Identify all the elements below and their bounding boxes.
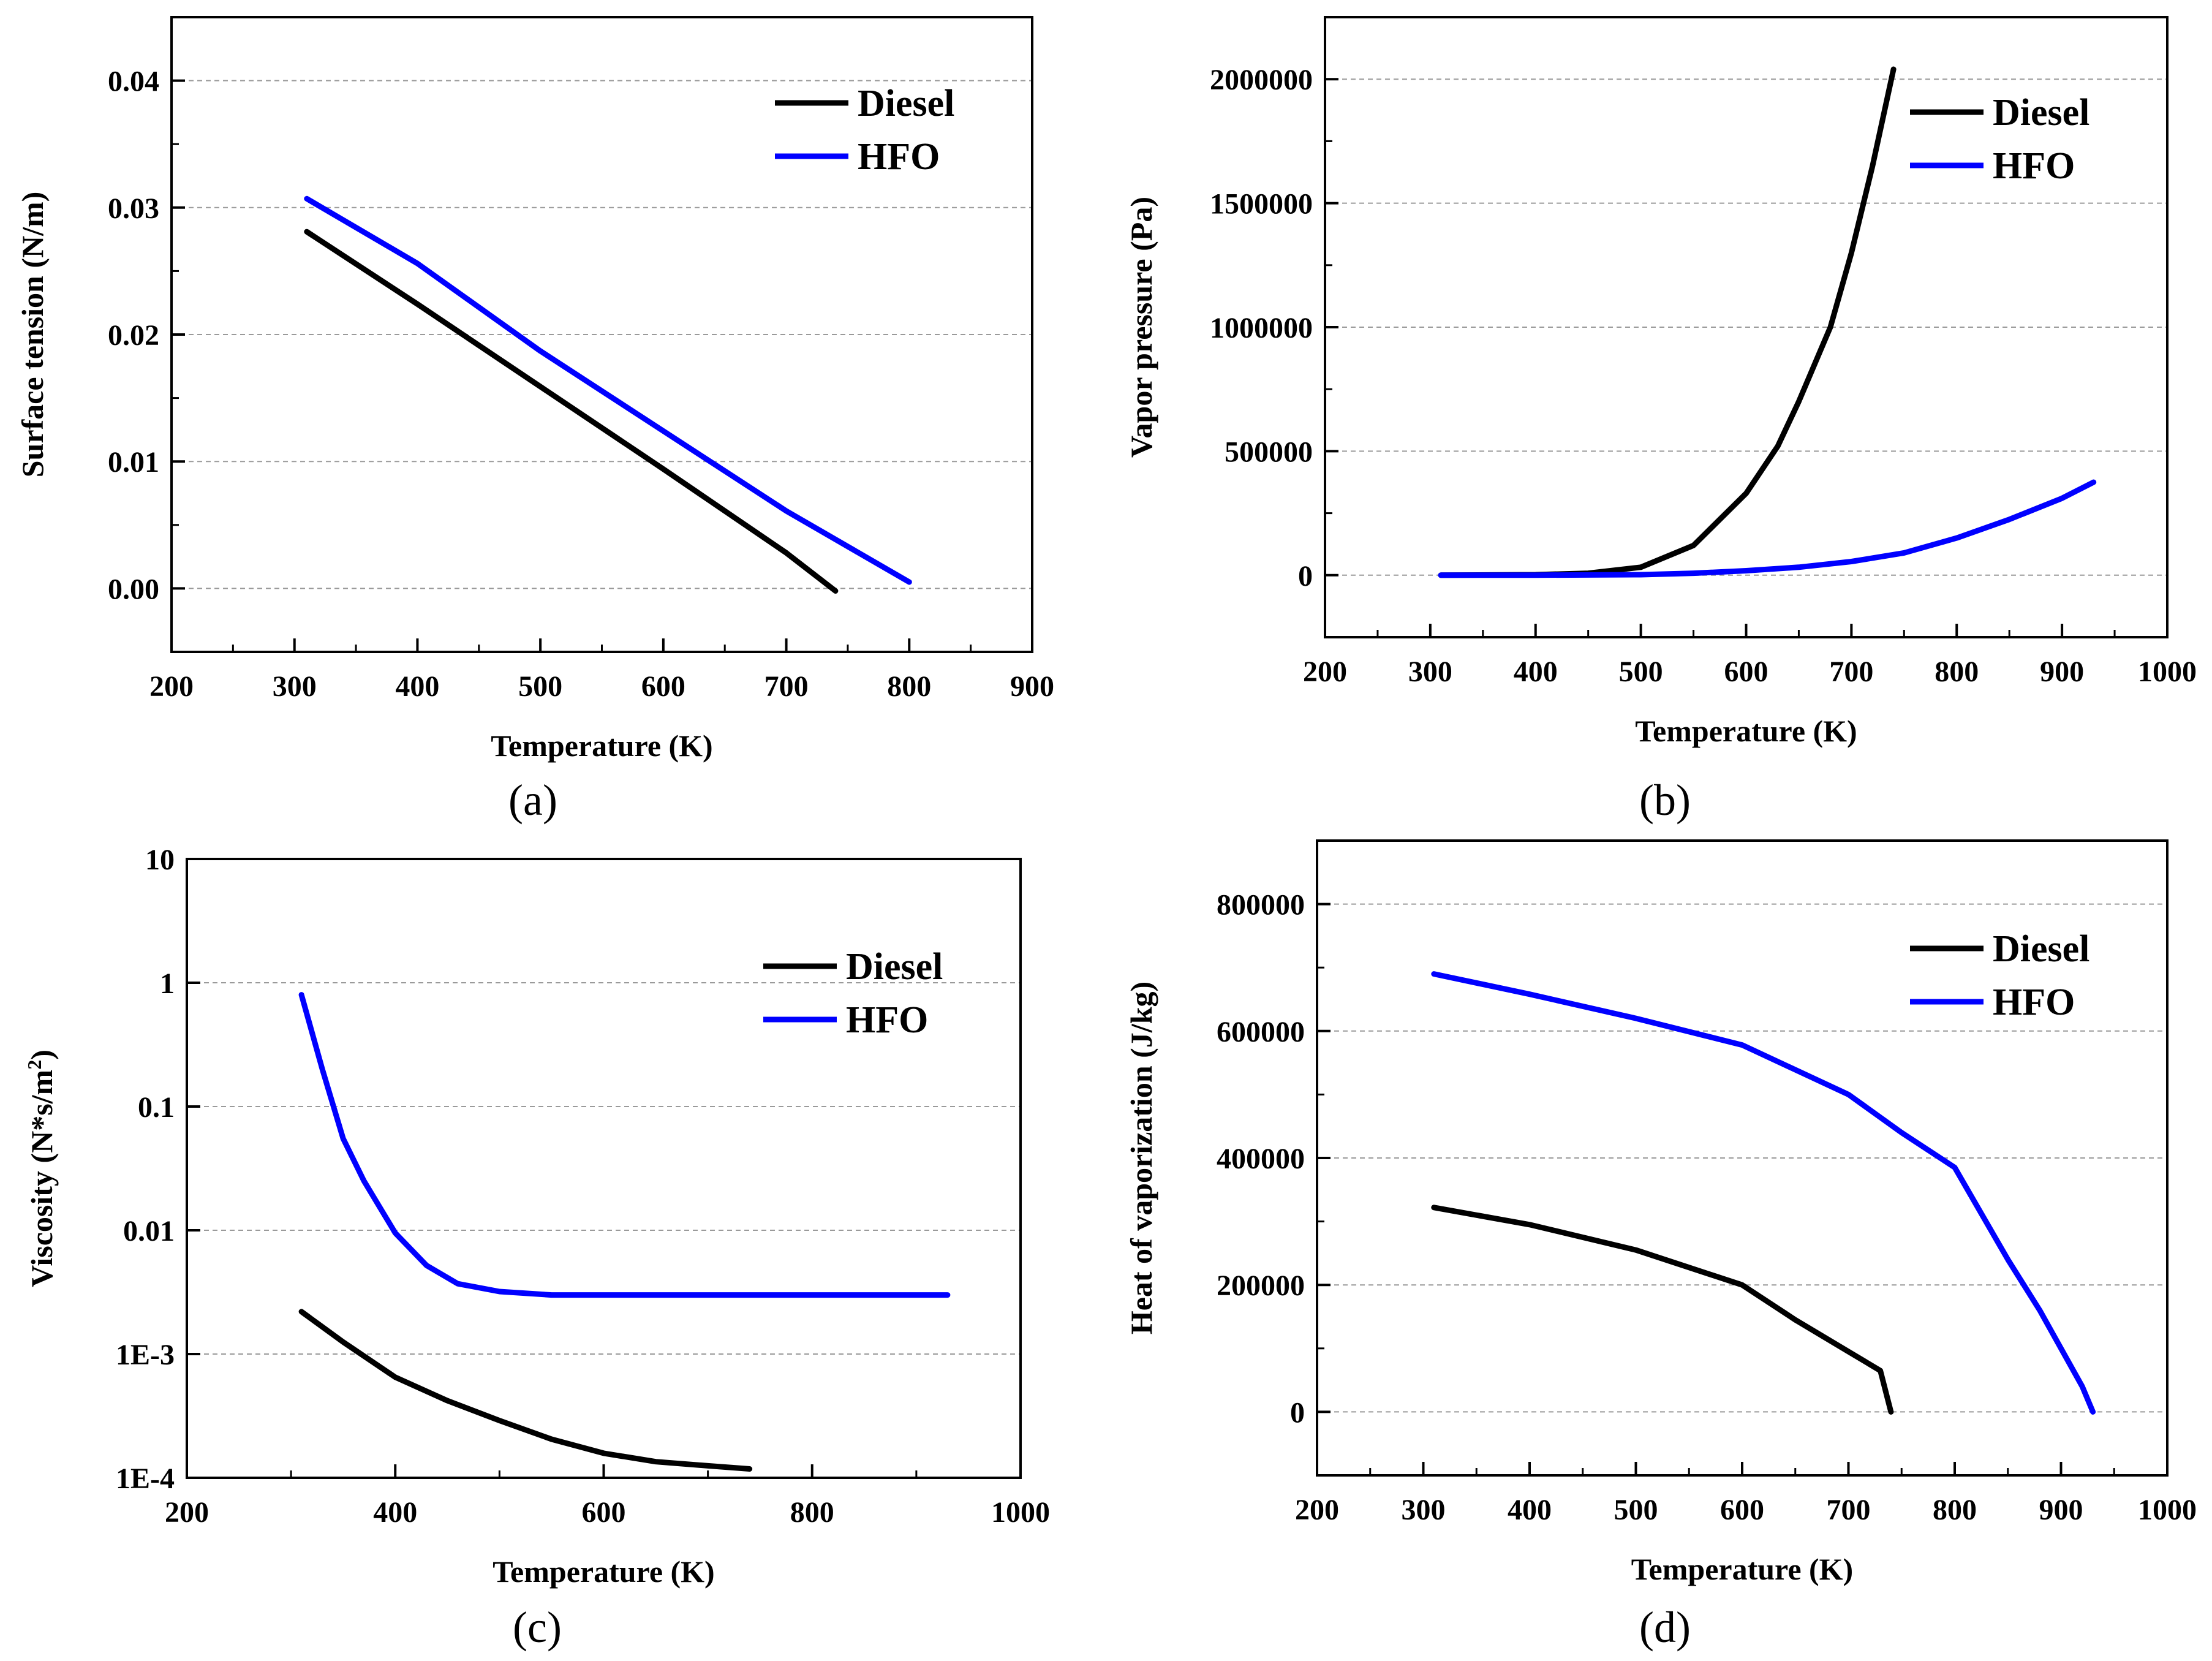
x-tick-label: 200: [165, 1496, 209, 1529]
panel-label: (d): [1639, 1603, 1691, 1652]
y-tick-label: 1500000: [1210, 188, 1313, 221]
legend-label-hfo: HFO: [1993, 982, 2075, 1023]
legend-label-diesel: Diesel: [846, 946, 943, 988]
x-tick-label: 400: [1514, 656, 1558, 688]
y-tick-label: 0.00: [108, 573, 159, 605]
y-tick-label: 0.04: [108, 66, 159, 98]
x-tick-label: 400: [395, 670, 439, 703]
chart-panel-d: 200 300 400 500 600 700 800 900 1000 0 200000 40000…: [1124, 839, 2197, 1652]
y-tick-label: 0.1: [138, 1091, 175, 1124]
x-tick-label: 200: [1303, 656, 1347, 688]
x-tick-label: 800: [1933, 1494, 1977, 1526]
x-tick-label: 500: [1619, 656, 1663, 688]
series-line-hfo: [304, 195, 912, 585]
series-line-diesel: [298, 1309, 753, 1472]
x-axis-title: Temperature (K): [491, 728, 712, 763]
y-tick-label: 1: [160, 967, 175, 1000]
x-tick-label: 700: [1829, 656, 1873, 688]
panel-label: (a): [508, 776, 557, 825]
x-tick-label: 600: [1724, 656, 1768, 688]
y-tick-label: 0: [1290, 1396, 1305, 1429]
y-tick-label: 400000: [1217, 1143, 1305, 1175]
y-axis-title: Heat of vaporization (J/kg): [1124, 982, 1158, 1334]
x-tick-label: 900: [2039, 1494, 2083, 1526]
x-axis-title: Temperature (K): [1635, 714, 1857, 748]
x-tick-label: 300: [1402, 1494, 1446, 1526]
x-tick-label: 900: [2040, 656, 2084, 688]
y-tick-label: 1E-3: [116, 1339, 175, 1371]
x-tick-label: 700: [1827, 1494, 1871, 1526]
chart-panel-b: 200 300 400 500 600 700 800 900 1000 0 500000 10000…: [1124, 16, 2197, 825]
series-line-hfo: [298, 992, 951, 1298]
y-axis-title: Vapor pressure (Pa): [1124, 197, 1158, 458]
x-tick-label: 400: [1508, 1494, 1552, 1526]
legend-label-hfo: HFO: [1993, 145, 2075, 187]
x-tick-label: 200: [149, 670, 194, 703]
y-tick-label: 0: [1298, 560, 1313, 592]
x-tick-label: 800: [1935, 656, 1979, 688]
x-tick-label: 1000: [991, 1496, 1050, 1529]
x-tick-label: 800: [887, 670, 931, 703]
series-line-hfo: [1431, 971, 2096, 1415]
x-tick-label: 700: [764, 670, 809, 703]
panel-label: (b): [1639, 776, 1691, 825]
y-tick-label: 0.01: [123, 1215, 175, 1247]
y-tick-label: 500000: [1225, 436, 1313, 468]
x-tick-label: 800: [790, 1496, 834, 1529]
series-line-diesel: [304, 229, 839, 594]
x-tick-label: 500: [1614, 1494, 1658, 1526]
x-tick-label: 900: [1010, 670, 1054, 703]
y-tick-label: 0.03: [108, 192, 159, 225]
panel-label: (c): [513, 1603, 562, 1652]
y-axis-title: Viscosity (N*s/m2): [23, 1050, 59, 1287]
y-tick-label: 2000000: [1210, 64, 1313, 96]
y-tick-label: 1000000: [1210, 312, 1313, 344]
y-tick-label: 0.01: [108, 446, 159, 479]
x-tick-label: 300: [273, 670, 317, 703]
legend-label-diesel: Diesel: [1993, 92, 2089, 134]
x-axis-title: Temperature (K): [1631, 1552, 1853, 1586]
legend-label-hfo: HFO: [846, 999, 928, 1041]
series-line-hfo: [1438, 479, 2097, 578]
y-axis-title: Surface tension (N/m): [15, 192, 50, 478]
y-tick-label: 800000: [1217, 889, 1305, 921]
x-tick-label: 500: [518, 670, 562, 703]
series-line-diesel: [1431, 1205, 1894, 1415]
x-tick-label: 600: [1720, 1494, 1764, 1526]
series-line-diesel: [1438, 66, 1897, 578]
y-tick-label: 0.02: [108, 319, 159, 352]
x-tick-label: 1000: [2138, 1494, 2197, 1526]
y-tick-label: 600000: [1217, 1016, 1305, 1048]
x-tick-label: 1000: [2138, 656, 2197, 688]
y-tick-label: 1E-4: [116, 1462, 175, 1495]
x-tick-label: 600: [582, 1496, 626, 1529]
x-tick-label: 200: [1295, 1494, 1339, 1526]
chart-panel-a: 200 300 400 500 600 700 800 900 0.00 0.01 0.02 0.03…: [15, 16, 1054, 825]
x-tick-label: 300: [1408, 656, 1452, 688]
legend-label-diesel: Diesel: [1993, 928, 2089, 970]
chart-panel-c: 200 400 600 800 1000 1E-4 1E-3 0.01 0.1 1 10 Temper…: [23, 844, 1050, 1652]
legend-label-hfo: HFO: [858, 136, 940, 178]
y-tick-label: 10: [145, 844, 175, 876]
x-axis-title: Temperature (K): [493, 1554, 714, 1589]
legend-label-diesel: Diesel: [858, 83, 954, 124]
x-tick-label: 400: [373, 1496, 417, 1529]
y-tick-label: 200000: [1217, 1269, 1305, 1302]
x-tick-label: 600: [641, 670, 685, 703]
